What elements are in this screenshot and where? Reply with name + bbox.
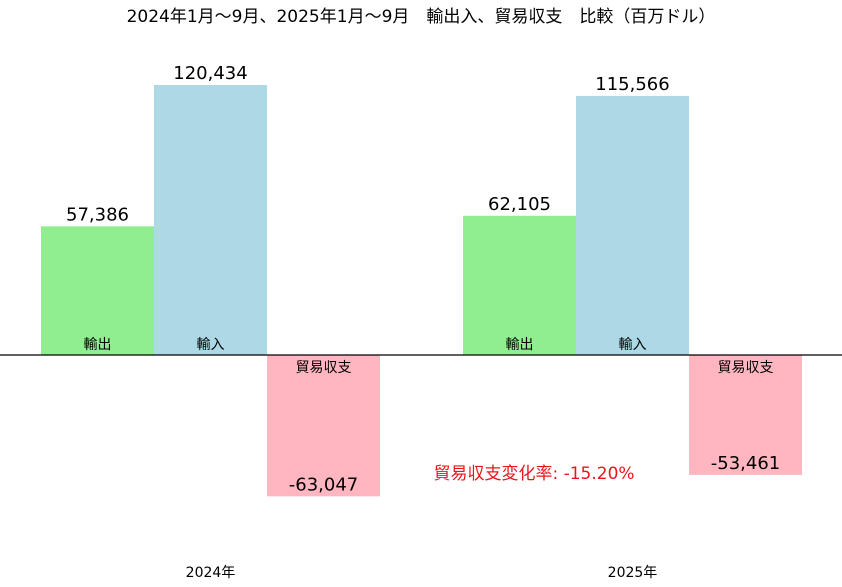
bar-import-2025: [576, 95, 689, 356]
x-tick-label-2025: 2025年: [608, 565, 658, 581]
bar-label-export-2024: 輸出: [84, 337, 112, 353]
value-label-balance-2025: -53,461: [711, 453, 780, 474]
value-label-import-2024: 120,434: [173, 63, 247, 84]
bar-balance-2025: [689, 355, 802, 475]
value-label-export-2024: 57,386: [66, 204, 129, 225]
value-label-balance-2024: -63,047: [289, 474, 358, 495]
bar-label-export-2025: 輸出: [506, 337, 534, 353]
chart-title: 2024年1月～9月、2025年1月～9月 輸出入、貿易収支 比較（百万ドル）: [127, 7, 716, 27]
bar-export-2025: [463, 215, 576, 355]
bar-balance-2024: [267, 355, 380, 497]
bar-label-balance-2025: 貿易収支: [718, 360, 774, 376]
bar-import-2024: [154, 85, 267, 355]
bar-label-balance-2024: 貿易収支: [296, 360, 352, 376]
bar-label-import-2024: 輸入: [197, 337, 225, 353]
bar-label-import-2025: 輸入: [619, 337, 647, 353]
x-tick-label-2024: 2024年: [186, 565, 236, 581]
value-label-import-2025: 115,566: [595, 74, 669, 95]
bar-export-2024: [41, 226, 154, 355]
balance-change-annotation: 貿易収支変化率: -15.20%: [433, 464, 634, 484]
value-label-export-2025: 62,105: [488, 194, 551, 215]
